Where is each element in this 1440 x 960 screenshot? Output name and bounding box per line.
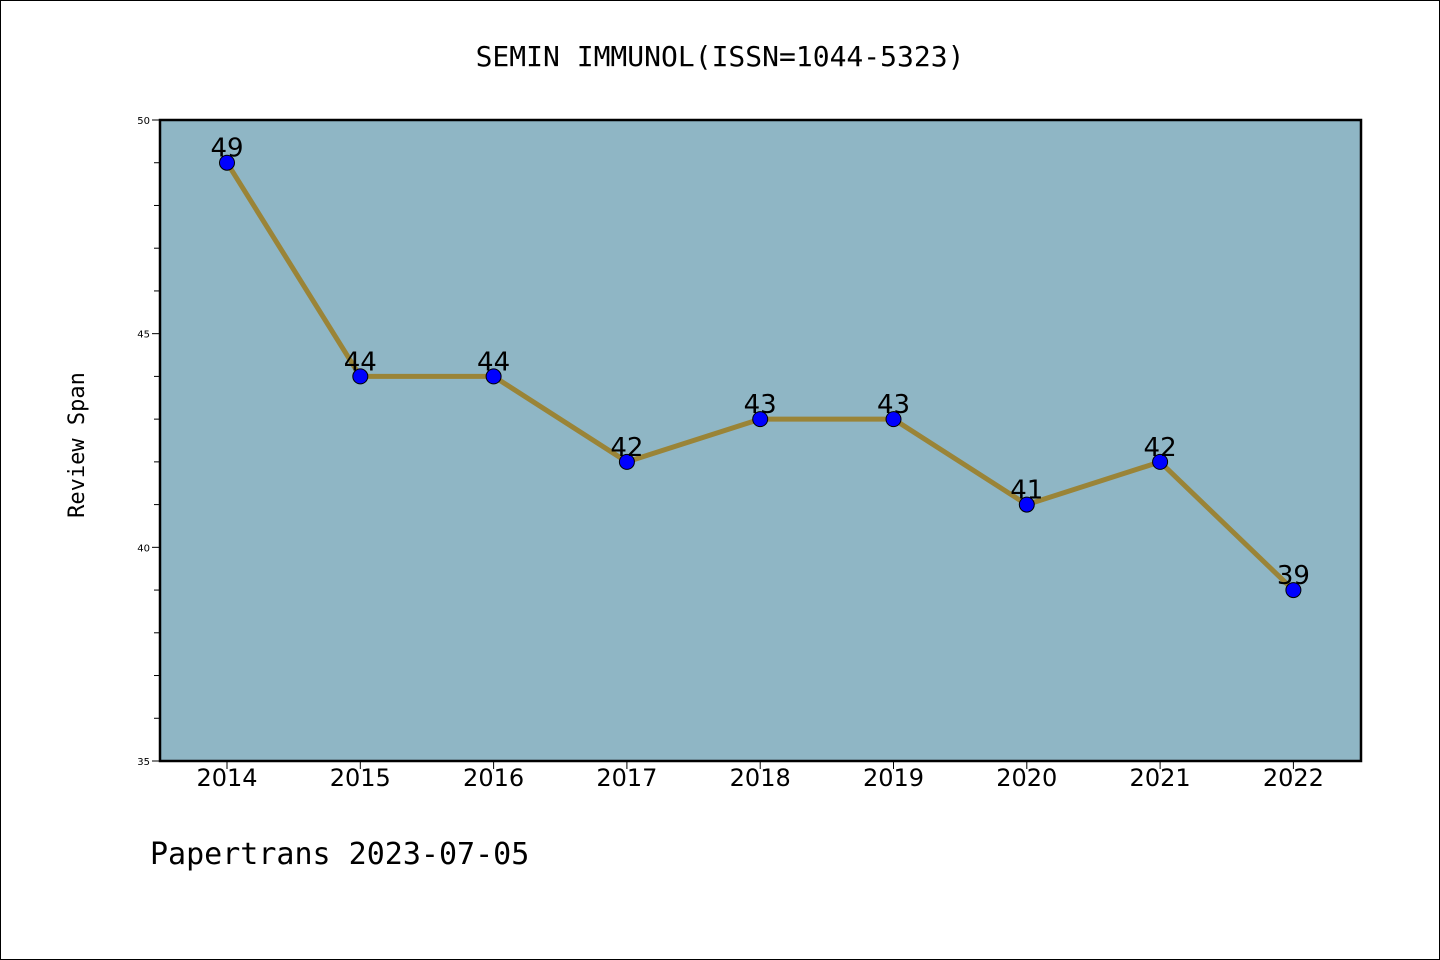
data-point <box>1152 453 1169 470</box>
series-line-group: 49 44 44 42 43 43 41 42 39 <box>210 134 1310 599</box>
plot-area <box>158 118 1363 763</box>
data-point <box>1285 582 1302 599</box>
data-label: 49 <box>210 134 243 164</box>
data-point <box>618 453 635 470</box>
data-label: 43 <box>744 390 777 420</box>
x-tick-label: 2014 <box>196 764 257 792</box>
data-point <box>1018 496 1035 513</box>
data-label: 42 <box>610 433 643 463</box>
data-point <box>352 368 369 385</box>
y-tick-label: 40 <box>137 543 150 554</box>
chart-title: SEMIN IMMUNOL(ISSN=1044-5323) <box>476 40 965 73</box>
data-point <box>752 411 769 428</box>
y-tick-label: 45 <box>137 330 150 341</box>
y-axis: 35 40 45 50 <box>137 116 160 768</box>
x-tick-label: 2022 <box>1263 764 1324 792</box>
data-label: 41 <box>1010 476 1043 506</box>
data-label: 39 <box>1277 561 1310 591</box>
x-tick-label: 2015 <box>330 764 391 792</box>
data-point <box>885 411 902 428</box>
x-tick-label: 2018 <box>730 764 791 792</box>
data-point <box>485 368 502 385</box>
x-tick-label: 2017 <box>596 764 657 792</box>
footer-text: Papertrans 2023-07-05 <box>150 837 529 872</box>
y-tick-label: 50 <box>137 116 150 127</box>
x-tick-label: 2019 <box>863 764 924 792</box>
y-tick-label: 35 <box>137 757 150 768</box>
x-axis: 2014 2015 2016 2017 2018 2019 2020 2021 2022 <box>196 761 1324 792</box>
data-point <box>219 154 235 171</box>
y-axis-label: Review Span <box>65 372 90 518</box>
data-label: 44 <box>477 347 510 377</box>
data-label: 44 <box>344 347 377 377</box>
x-tick-label: 2020 <box>996 764 1057 792</box>
x-tick-label: 2021 <box>1130 764 1191 792</box>
x-tick-label: 2016 <box>463 764 524 792</box>
data-label: 42 <box>1144 433 1177 463</box>
data-label: 43 <box>877 390 910 420</box>
